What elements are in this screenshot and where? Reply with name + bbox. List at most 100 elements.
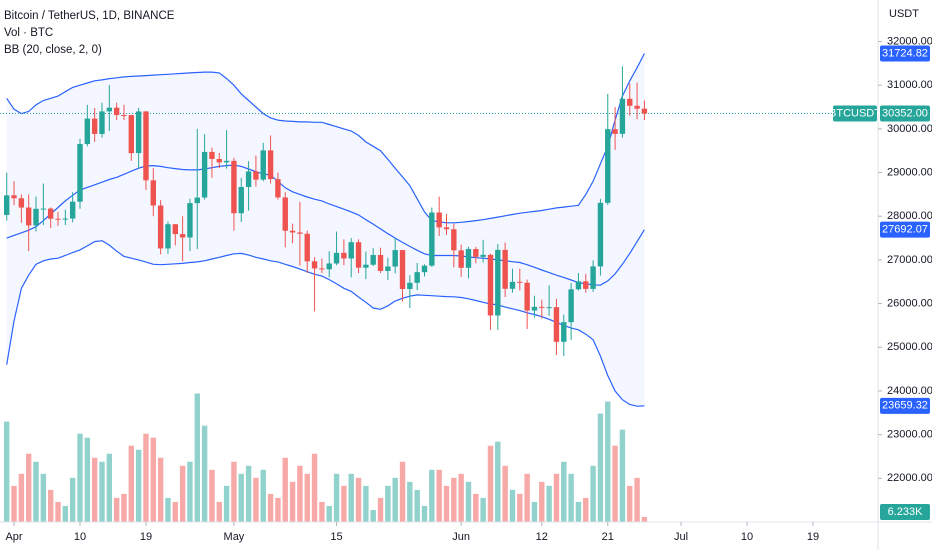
volume-bar <box>407 481 413 522</box>
volume-bar <box>619 429 626 522</box>
candle-body <box>436 212 442 228</box>
candle-body <box>128 115 135 154</box>
y-tick-label: 26000.00 <box>887 297 932 309</box>
volume-bar <box>113 497 120 522</box>
volume-bar <box>25 453 32 522</box>
candle-body <box>25 207 32 226</box>
candle-body <box>399 250 406 290</box>
candle-body <box>583 281 589 289</box>
candle-body <box>531 306 538 311</box>
volume-bar <box>421 505 428 522</box>
candle-body <box>55 218 61 220</box>
volume-bar <box>458 473 464 522</box>
y-tick-label: 23000.00 <box>887 429 932 441</box>
candle-body <box>143 111 149 181</box>
volume-bar <box>627 485 633 522</box>
candle-body <box>157 205 164 249</box>
candle-body <box>216 158 222 163</box>
candle-body <box>282 197 288 231</box>
axis-unit: USDT <box>889 8 919 20</box>
x-tick-label: 10 <box>741 531 753 543</box>
symbol-badge <box>833 105 877 122</box>
candle-body <box>304 233 310 262</box>
candle-body <box>47 208 54 219</box>
candle-body <box>641 108 648 114</box>
volume-bar <box>355 477 362 522</box>
candle-body <box>187 203 193 238</box>
volume-bar <box>553 473 560 522</box>
price-badge <box>880 105 930 122</box>
y-tick-label: 28000.00 <box>887 210 932 222</box>
candle-body <box>165 224 171 249</box>
volume-bar <box>561 461 567 522</box>
volume-bar <box>465 481 472 522</box>
candle-body <box>341 252 347 259</box>
volume-bar <box>399 461 406 522</box>
band-fill <box>6 53 645 407</box>
volume-bar <box>4 421 10 522</box>
candle-body <box>421 265 428 273</box>
volume-bar <box>106 453 113 522</box>
candle-body <box>429 212 435 266</box>
volume-bar <box>267 493 274 522</box>
volume-bar <box>231 461 237 522</box>
candle-body <box>106 107 113 112</box>
candle-body <box>473 249 479 257</box>
candle-body <box>297 232 303 234</box>
volume-bar <box>531 501 538 522</box>
candle-body <box>502 249 508 289</box>
volume-bar <box>201 425 208 522</box>
candle-body <box>370 255 376 265</box>
volume-bar <box>245 465 252 522</box>
candle-body <box>487 254 494 316</box>
candle-body <box>385 266 391 271</box>
candle-body <box>539 306 545 308</box>
volume-bar <box>84 437 91 522</box>
volume-bar <box>209 469 215 522</box>
band-badge-text: 27692.07 <box>882 224 928 236</box>
volume-bar <box>487 445 494 522</box>
candle-body <box>84 118 91 145</box>
volume-bar <box>517 493 523 522</box>
volume-bar <box>297 465 303 522</box>
volume-bar <box>583 497 589 522</box>
candle-body <box>509 281 516 289</box>
y-tick-label: 29000.00 <box>887 166 932 178</box>
candle-body <box>223 160 230 163</box>
candle-body <box>348 242 354 259</box>
candle-body <box>245 171 252 188</box>
candle-body <box>458 250 464 268</box>
volume-bar <box>33 461 39 522</box>
volume-bar <box>451 477 457 522</box>
candle-body <box>465 249 472 268</box>
candle-body <box>194 197 200 204</box>
band-badge <box>880 397 930 414</box>
x-tick-label: 15 <box>330 531 342 543</box>
volume-bar <box>91 457 98 522</box>
volume-bar <box>311 453 318 522</box>
volume-bar <box>539 481 545 522</box>
price-badge-text: 30352.00 <box>882 107 928 119</box>
candle-body <box>40 208 47 210</box>
volume-bar <box>135 449 142 522</box>
candle-body <box>267 150 274 180</box>
volume-bar <box>77 433 83 522</box>
band-badge <box>880 221 930 238</box>
volume-bar <box>260 469 266 522</box>
volume-bar <box>480 497 486 522</box>
volume-bar <box>348 473 354 522</box>
candle-body <box>260 150 266 180</box>
y-tick-label: 22000.00 <box>887 472 932 484</box>
candle-body <box>275 179 281 198</box>
candle-body <box>627 98 633 106</box>
volume-bar <box>253 477 259 522</box>
volume-badge-text: 6.233K <box>888 506 924 518</box>
volume-bar <box>509 489 516 522</box>
volume-bar <box>128 445 135 522</box>
candle-body <box>407 282 413 290</box>
volume-bar <box>377 497 384 522</box>
candle-body <box>326 263 332 270</box>
candle-body <box>99 111 105 134</box>
indicator-label: Vol · BTC <box>4 27 53 39</box>
